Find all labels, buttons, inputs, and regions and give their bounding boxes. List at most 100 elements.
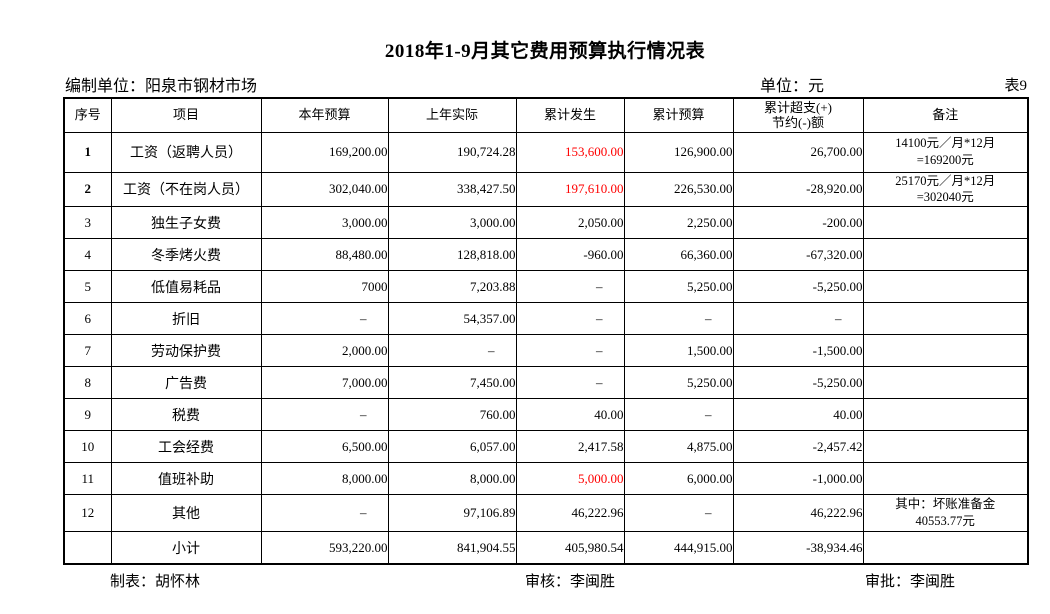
unit-label: 单位：元	[760, 78, 825, 95]
cell-cumulative-actual: 405,980.54	[515, 531, 625, 565]
cell-cumulative-actual: –	[515, 270, 625, 304]
cell-over-save: 46,222.96	[732, 494, 864, 533]
cell-item: 冬季烤火费	[110, 238, 262, 272]
cell-cumulative-actual: 46,222.96	[515, 494, 625, 533]
cell-over-save: -200.00	[732, 206, 864, 240]
table-row: 6 折旧 –54,357.00– – –	[63, 302, 1029, 336]
table-row: 小计 593,220.00 841,904.55 405,980.54 444,915.…	[63, 531, 1029, 565]
cell-remark	[862, 462, 1029, 496]
cell-this-year-budget: –	[260, 302, 389, 336]
cell-cumulative-budget: –	[623, 302, 734, 336]
cell-last-year-actual: 97,106.89	[387, 494, 517, 533]
prepared-by-label: 编制单位：阳泉市钢材市场	[65, 78, 258, 95]
cell-this-year-budget: 3,000.00	[260, 206, 389, 240]
budget-table: 序号 项目 本年预算 上年实际 累计发生 累计预算 累计超支(+) 节约(-)额 备注 1 工资…	[63, 97, 1029, 565]
cell-this-year-budget: –	[260, 494, 389, 533]
cell-item: 折旧	[110, 302, 262, 336]
cell-over-save: -1,000.00	[732, 462, 864, 496]
cell-this-year-budget: 593,220.00	[260, 531, 389, 565]
table-row: 11 值班补助 8,000.00 8,000.00 5,000.00 6,000.00 -1…	[63, 462, 1029, 496]
cell-item: 低值易耗品	[110, 270, 262, 304]
cell-remark	[862, 531, 1029, 565]
cell-item: 广告费	[110, 366, 262, 400]
cell-last-year-actual: 8,000.00	[387, 462, 517, 496]
cell-cumulative-budget: 5,250.00	[623, 366, 734, 400]
cell-cumulative-budget: 4,875.00	[623, 430, 734, 464]
column-header: 累计发生	[515, 97, 625, 133]
cell-serial: 8	[63, 366, 112, 400]
cell-cumulative-actual: 197,610.00	[515, 171, 625, 208]
column-header: 项目	[110, 97, 262, 133]
cell-last-year-actual: 54,357.00	[387, 302, 517, 336]
table-row: 3 独生子女费 3,000.00 3,000.00 2,050.00 2,250.00 -2…	[63, 206, 1029, 240]
cell-this-year-budget: 169,200.00	[260, 131, 389, 173]
cell-over-save: 40.00	[732, 398, 864, 432]
table-row: 1 工资（返聘人员） 169,200.00 190,724.28 153,600.00 1…	[63, 131, 1029, 173]
cell-remark	[862, 238, 1029, 272]
cell-serial: 1	[63, 131, 112, 173]
cell-this-year-budget: –	[260, 398, 389, 432]
cell-item: 税费	[110, 398, 262, 432]
reviewer-signature: 审核：李闽胜	[525, 574, 616, 590]
cell-serial: 3	[63, 206, 112, 240]
cell-remark	[862, 366, 1029, 400]
cell-last-year-actual: 7,450.00	[387, 366, 517, 400]
cell-remark: 其中：坏账准备金 40553.77元	[862, 494, 1029, 533]
cell-last-year-actual: 3,000.00	[387, 206, 517, 240]
cell-remark	[862, 334, 1029, 368]
cell-cumulative-actual: –	[515, 334, 625, 368]
cell-this-year-budget: 7000	[260, 270, 389, 304]
cell-remark: 14100元／月*12月 =169200元	[862, 131, 1029, 173]
cell-item: 劳动保护费	[110, 334, 262, 368]
signature-row: 制表：胡怀林 审核：李闽胜 审批：李闽胜	[0, 570, 1050, 594]
cell-remark	[862, 430, 1029, 464]
cell-cumulative-actual: –	[515, 302, 625, 336]
cell-last-year-actual: –	[387, 334, 517, 368]
cell-last-year-actual: 841,904.55	[387, 531, 517, 565]
cell-over-save: 26,700.00	[732, 131, 864, 173]
cell-over-save: –	[732, 302, 864, 336]
cell-over-save: -38,934.46	[732, 531, 864, 565]
column-header: 序号	[63, 97, 112, 133]
cell-item: 其他	[110, 494, 262, 533]
preparer-signature: 制表：胡怀林	[110, 574, 201, 590]
cell-this-year-budget: 8,000.00	[260, 462, 389, 496]
cell-remark	[862, 302, 1029, 336]
cell-serial	[63, 531, 112, 565]
cell-cumulative-budget: 5,250.00	[623, 270, 734, 304]
cell-serial: 5	[63, 270, 112, 304]
cell-over-save: -5,250.00	[732, 270, 864, 304]
cell-cumulative-budget: 1,500.00	[623, 334, 734, 368]
cell-cumulative-budget: 444,915.00	[623, 531, 734, 565]
cell-over-save: -2,457.42	[732, 430, 864, 464]
cell-over-save: -5,250.00	[732, 366, 864, 400]
cell-last-year-actual: 338,427.50	[387, 171, 517, 208]
cell-cumulative-actual: -960.00	[515, 238, 625, 272]
cell-last-year-actual: 760.00	[387, 398, 517, 432]
table-row: 5 低值易耗品 7000 7,203.88–5,250.00 -5,250.00	[63, 270, 1029, 304]
cell-cumulative-budget: 2,250.00	[623, 206, 734, 240]
page-title: 2018年1-9月其它费用预算执行情况表	[384, 41, 706, 62]
column-header: 备注	[862, 97, 1029, 133]
table-row: 4 冬季烤火费 88,480.00 128,818.00 -960.00 66,360.0…	[63, 238, 1029, 272]
cell-remark	[862, 206, 1029, 240]
cell-item: 小计	[110, 531, 262, 565]
cell-serial: 12	[63, 494, 112, 533]
cell-cumulative-budget: 6,000.00	[623, 462, 734, 496]
cell-cumulative-budget: –	[623, 494, 734, 533]
table-row: 8 广告费 7,000.00 7,450.00–5,250.00 -5,250.00	[63, 366, 1029, 400]
cell-cumulative-budget: –	[623, 398, 734, 432]
cell-cumulative-actual: –	[515, 366, 625, 400]
cell-item: 工资（返聘人员）	[110, 131, 262, 173]
cell-this-year-budget: 2,000.00	[260, 334, 389, 368]
cell-cumulative-actual: 2,417.58	[515, 430, 625, 464]
cell-last-year-actual: 6,057.00	[387, 430, 517, 464]
cell-cumulative-budget: 226,530.00	[623, 171, 734, 208]
table-row: 2 工资（不在岗人员） 302,040.00 338,427.50 197,610.00…	[63, 171, 1029, 208]
cell-cumulative-actual: 153,600.00	[515, 131, 625, 173]
cell-serial: 6	[63, 302, 112, 336]
cell-serial: 10	[63, 430, 112, 464]
cell-remark	[862, 270, 1029, 304]
cell-cumulative-actual: 5,000.00	[515, 462, 625, 496]
